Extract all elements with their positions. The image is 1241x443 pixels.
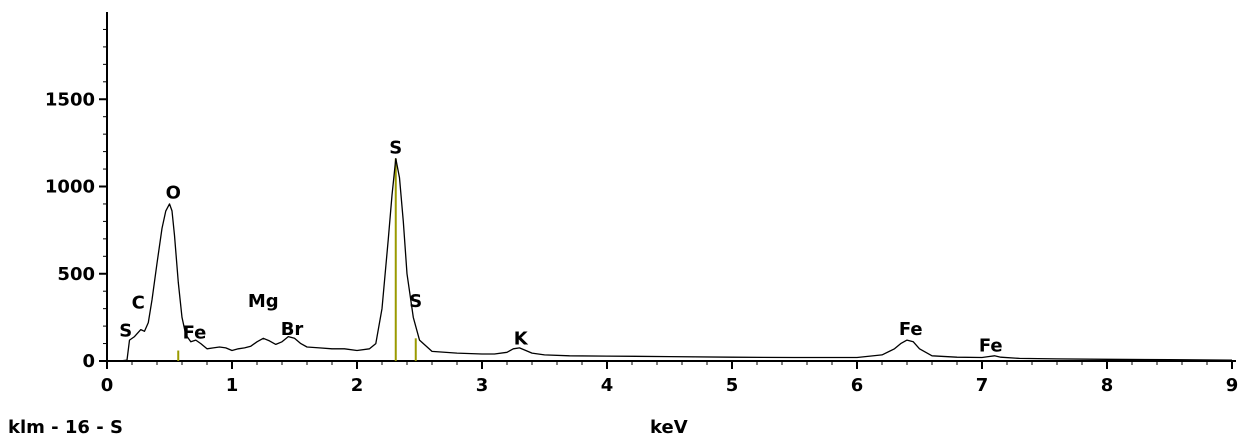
x-tick-label: 6: [851, 375, 864, 396]
x-tick-label: 0: [101, 375, 114, 396]
peak-label: Fe: [183, 322, 207, 343]
x-tick-label: 2: [351, 375, 364, 396]
y-tick-label: 500: [57, 264, 95, 285]
x-tick-label: 5: [726, 375, 739, 396]
y-tick-label: 1000: [45, 177, 95, 198]
peak-label: S: [409, 291, 422, 312]
peak-label: C: [132, 293, 145, 314]
spectrum-line: [119, 157, 1233, 362]
spectrum-series: [119, 157, 1233, 362]
y-axis-ticks: 0 500 1000 1500: [45, 28, 107, 372]
peak-label: S: [119, 321, 132, 342]
peak-label: O: [166, 183, 181, 204]
element-markers: [177, 158, 417, 361]
sample-label: klm - 16 - S: [8, 417, 123, 438]
y-tick-label: 1500: [45, 89, 95, 110]
x-axis-ticks: 0 1 2 3 4 5 6 7 8 9: [101, 361, 1239, 396]
peak-label: Fe: [979, 335, 1003, 356]
peak-label: Fe: [899, 319, 923, 340]
peak-label: Br: [281, 319, 304, 340]
x-tick-label: 3: [476, 375, 489, 396]
x-tick-label: 4: [601, 375, 614, 396]
x-tick-label: 1: [226, 375, 239, 396]
x-tick-label: 7: [976, 375, 989, 396]
peak-label: S: [389, 137, 402, 158]
x-tick-label: 8: [1101, 375, 1114, 396]
peak-label: K: [514, 328, 529, 349]
x-tick-label: 9: [1226, 375, 1239, 396]
x-axis-label: keV: [650, 417, 688, 438]
y-tick-label: 0: [82, 351, 95, 372]
peak-label: Mg: [248, 291, 279, 312]
